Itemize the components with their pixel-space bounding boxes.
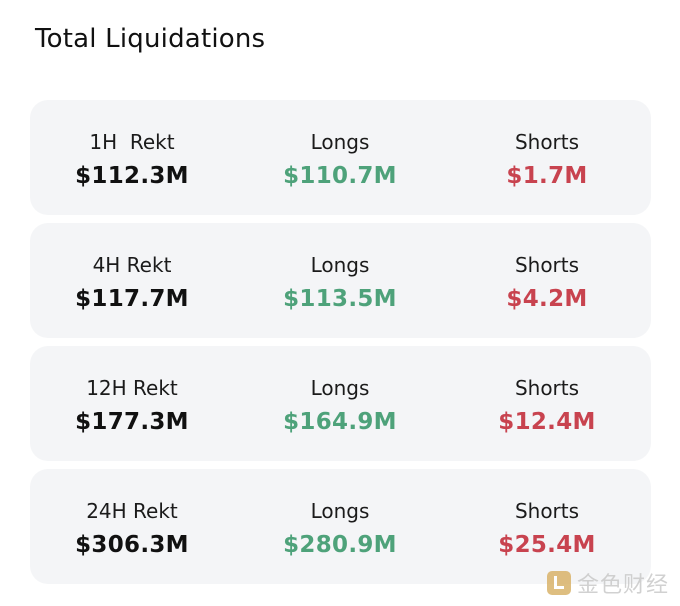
longs-column: Longs $113.5M <box>240 223 440 338</box>
longs-value: $110.7M <box>283 163 397 189</box>
total-value: $306.3M <box>75 532 189 558</box>
longs-label: Longs <box>310 376 370 400</box>
shorts-column: Shorts $4.2M <box>447 223 647 338</box>
period-label: 24H Rekt <box>86 499 178 523</box>
liquidation-card-4h: 4H Rekt $117.7M Longs $113.5M Shorts $4.… <box>30 223 651 338</box>
period-column: 4H Rekt $117.7M <box>32 223 232 338</box>
period-label: 1H Rekt <box>89 130 175 154</box>
total-value: $117.7M <box>75 286 189 312</box>
period-column: 12H Rekt $177.3M <box>32 346 232 461</box>
period-label: 12H Rekt <box>86 376 178 400</box>
longs-column: Longs $164.9M <box>240 346 440 461</box>
shorts-column: Shorts $1.7M <box>447 100 647 215</box>
period-column: 24H Rekt $306.3M <box>32 469 232 584</box>
page-title: Total Liquidations <box>35 24 266 54</box>
period-column: 1H Rekt $112.3M <box>32 100 232 215</box>
period-label: 4H Rekt <box>92 253 172 277</box>
shorts-label: Shorts <box>514 499 580 523</box>
longs-label: Longs <box>310 499 370 523</box>
longs-label: Longs <box>310 130 370 154</box>
longs-value: $280.9M <box>283 532 397 558</box>
total-value: $112.3M <box>75 163 189 189</box>
longs-column: Longs $280.9M <box>240 469 440 584</box>
watermark-text: 金色财经 <box>577 573 670 598</box>
liquidation-card-24h: 24H Rekt $306.3M Longs $280.9M Shorts $2… <box>30 469 651 584</box>
shorts-label: Shorts <box>514 130 580 154</box>
liquidation-cards: 1H Rekt $112.3M Longs $110.7M Shorts $1.… <box>30 100 651 592</box>
liquidation-card-1h: 1H Rekt $112.3M Longs $110.7M Shorts $1.… <box>30 100 651 215</box>
golden-finance-logo-icon <box>547 571 571 595</box>
shorts-value: $1.7M <box>506 163 588 189</box>
longs-label: Longs <box>310 253 370 277</box>
shorts-value: $25.4M <box>498 532 596 558</box>
longs-value: $164.9M <box>283 409 397 435</box>
watermark: 金色财经 <box>547 568 669 598</box>
shorts-column: Shorts $12.4M <box>447 346 647 461</box>
shorts-label: Shorts <box>514 253 580 277</box>
shorts-column: Shorts $25.4M <box>447 469 647 584</box>
total-value: $177.3M <box>75 409 189 435</box>
shorts-value: $12.4M <box>498 409 596 435</box>
longs-value: $113.5M <box>283 286 397 312</box>
liquidation-card-12h: 12H Rekt $177.3M Longs $164.9M Shorts $1… <box>30 346 651 461</box>
shorts-value: $4.2M <box>506 286 588 312</box>
shorts-label: Shorts <box>514 376 580 400</box>
longs-column: Longs $110.7M <box>240 100 440 215</box>
